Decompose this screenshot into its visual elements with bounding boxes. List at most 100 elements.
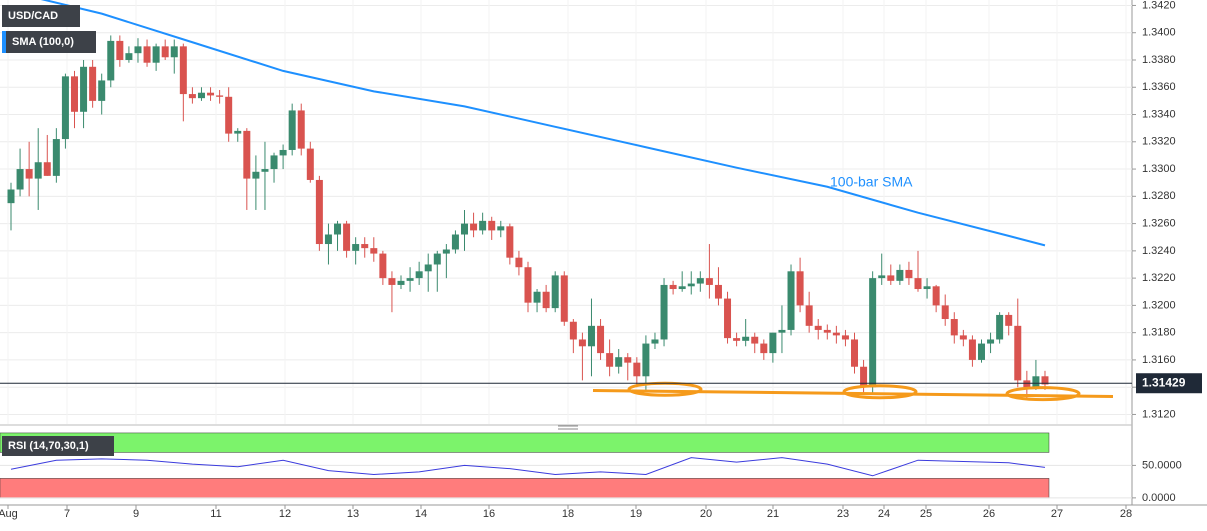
candle-body (687, 283, 695, 287)
candle-body (424, 264, 432, 272)
x-tick-label: 13 (347, 508, 359, 520)
indicator-label: SMA (100,0) (12, 36, 74, 48)
splitter-grip (558, 425, 578, 430)
x-tick-label: 9 (133, 508, 139, 520)
candle-body (941, 305, 949, 320)
candle-body (234, 130, 242, 134)
price-panel: 100-bar SMA (0, 0, 1132, 424)
candle-body (597, 325, 605, 354)
candle-body (551, 275, 559, 309)
candle-body (315, 179, 323, 245)
candle-body (796, 271, 804, 306)
candle-body (252, 171, 260, 179)
candle-body (161, 46, 169, 58)
y-tick-label: 1.3380 (1142, 54, 1176, 66)
y-tick-label: 1.3300 (1142, 163, 1176, 175)
candle-body (370, 248, 378, 254)
y-tick-label: 1.3400 (1142, 27, 1176, 39)
candle-body (7, 189, 15, 204)
candle-body (80, 66, 88, 112)
candle-body (905, 269, 913, 279)
x-tick-label: 28 (1120, 508, 1132, 520)
candle-body (261, 169, 269, 172)
candle-body (488, 220, 496, 231)
candle-body (61, 76, 69, 140)
candle-body (896, 269, 904, 281)
y-tick-label: 1.3180 (1142, 327, 1176, 339)
candle-body (714, 284, 722, 299)
candle-body (225, 96, 233, 134)
rsi-label: RSI (14,70,30,1) (8, 440, 89, 452)
candle-body (787, 271, 795, 330)
candle-body (279, 149, 287, 156)
candle-body (324, 234, 332, 245)
sma-line (40, 0, 1046, 247)
candle-body (216, 95, 224, 97)
x-tick-label: 24 (878, 508, 890, 520)
candle-body (379, 253, 387, 279)
candle-body (197, 92, 205, 99)
candle-body (642, 343, 650, 377)
rsi-box: RSI (14,70,30,1) (2, 436, 114, 456)
candle-body (832, 332, 840, 336)
candle-body (134, 46, 142, 54)
candle-body (243, 130, 251, 179)
candle-body (968, 339, 976, 360)
candle-body (696, 278, 704, 284)
candle-body (116, 40, 124, 60)
candle-body (878, 275, 886, 279)
rsi-line (10, 457, 1046, 477)
support-ellipse (842, 384, 918, 400)
candle-body (1005, 314, 1013, 326)
y-tick-label: 1.3160 (1142, 354, 1176, 366)
candle-body (569, 321, 577, 340)
candle-body (515, 257, 523, 268)
candle-body (361, 244, 369, 249)
rsi-tick-label: 0.0000 (1142, 492, 1176, 504)
candle-body (524, 267, 532, 303)
candle-body (152, 46, 160, 63)
candle-body (388, 278, 396, 285)
candle-body (778, 329, 786, 333)
candle-body (587, 325, 595, 347)
candle-body (660, 284, 668, 340)
y-tick-label: 1.3320 (1142, 136, 1176, 148)
candle-body (479, 220, 487, 231)
candle-body (651, 339, 659, 344)
y-tick-label: 1.3280 (1142, 190, 1176, 202)
indicator-box: SMA (100,0) (2, 31, 96, 53)
candle-body (914, 278, 922, 290)
candle-body (470, 223, 478, 231)
x-tick-label: 16 (483, 508, 495, 520)
candle-body (814, 325, 822, 330)
candle-body (606, 353, 614, 367)
candle-body (887, 275, 895, 281)
candle-body (769, 332, 777, 354)
candle-body (923, 286, 931, 290)
candle-body (624, 357, 632, 363)
candle-body (932, 286, 940, 306)
candle-body (987, 339, 995, 344)
candle-body (89, 66, 97, 101)
candle-body (805, 305, 813, 326)
y-tick-label: 1.3240 (1142, 245, 1176, 257)
x-tick-label: 11 (210, 508, 221, 520)
x-tick-label: 27 (1051, 508, 1063, 520)
y-tick-label: 1.3340 (1142, 108, 1176, 120)
candle-body (760, 343, 768, 354)
candle-body (533, 291, 541, 303)
rsi-band (0, 478, 1050, 499)
candle-body (977, 343, 985, 360)
x-tick-label: 7 (64, 508, 70, 520)
rsi-panel (0, 432, 1132, 499)
candle-body (751, 336, 759, 344)
candle-body (615, 357, 623, 367)
x-tick-label: 26 (983, 508, 995, 520)
y-tick-label: 1.3200 (1142, 299, 1176, 311)
candle-body (497, 226, 505, 231)
candle-body (996, 314, 1004, 340)
candle-body (433, 253, 441, 265)
candle-body (70, 76, 78, 112)
candle-body (950, 319, 958, 336)
